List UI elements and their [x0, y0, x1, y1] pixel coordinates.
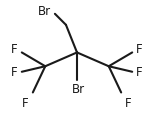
Text: F: F: [11, 43, 18, 56]
Text: Br: Br: [72, 83, 85, 96]
Text: F: F: [125, 97, 132, 110]
Text: F: F: [11, 66, 18, 79]
Text: Br: Br: [38, 5, 51, 18]
Text: F: F: [136, 66, 143, 79]
Text: F: F: [22, 97, 29, 110]
Text: F: F: [136, 43, 143, 56]
